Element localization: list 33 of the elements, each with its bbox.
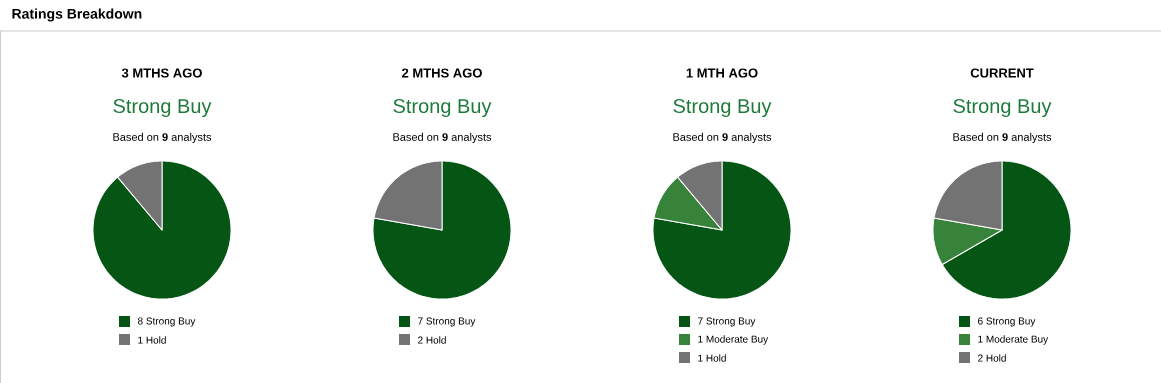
text: Based on 9 analysts	[113, 132, 212, 144]
legend-label: Strong Buy	[426, 317, 476, 327]
legend-label: Hold	[706, 354, 726, 362]
chart-subtitle: Strong Buy	[953, 98, 1052, 118]
text: Based on 9 analysts	[673, 132, 772, 144]
legend-label: Moderate Buy	[706, 335, 769, 345]
legend-label: Strong Buy	[146, 317, 196, 327]
text: Based on 9 analysts	[953, 132, 1052, 144]
data-label: 6	[978, 317, 983, 325]
data-label: 2	[978, 354, 983, 362]
chart-subtitle: Strong Buy	[673, 98, 772, 118]
chart-subtitle: Strong Buy	[393, 98, 492, 118]
data-label: 1	[698, 335, 703, 343]
data-label: 7	[418, 317, 423, 325]
data-label: 1	[698, 354, 703, 362]
legend-label: Hold	[426, 336, 446, 344]
data-label: 8	[137, 317, 143, 325]
text: Ratings Breakdown	[12, 8, 142, 22]
legend-label: Strong Buy	[986, 317, 1036, 327]
chart-title: 3 MTHS AGO	[121, 68, 202, 78]
legend-label: Strong Buy	[706, 317, 756, 327]
data-label: 7	[698, 317, 703, 325]
data-label: 1	[138, 336, 143, 344]
data-label: 2	[418, 336, 423, 344]
legend-label: Moderate Buy	[986, 335, 1049, 345]
data-label: 1	[978, 335, 983, 343]
chart-title: 1 MTH AGO	[686, 68, 758, 78]
legend-label: Hold	[146, 336, 166, 344]
legend-label: Hold	[986, 354, 1006, 362]
text: Based on 9 analysts	[393, 132, 492, 144]
chart-subtitle: Strong Buy	[113, 98, 212, 118]
chart-title: CURRENT	[970, 68, 1034, 78]
chart-title: 2 MTHS AGO	[402, 68, 482, 78]
